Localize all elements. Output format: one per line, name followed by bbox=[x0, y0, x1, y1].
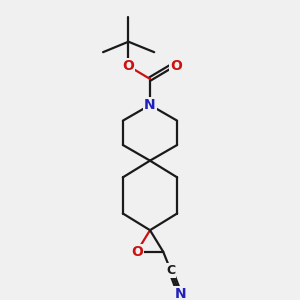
Text: C: C bbox=[166, 264, 176, 278]
Text: N: N bbox=[144, 98, 156, 112]
Text: N: N bbox=[175, 287, 187, 300]
Text: O: O bbox=[122, 59, 134, 73]
Text: O: O bbox=[170, 59, 182, 73]
Text: O: O bbox=[131, 245, 143, 259]
